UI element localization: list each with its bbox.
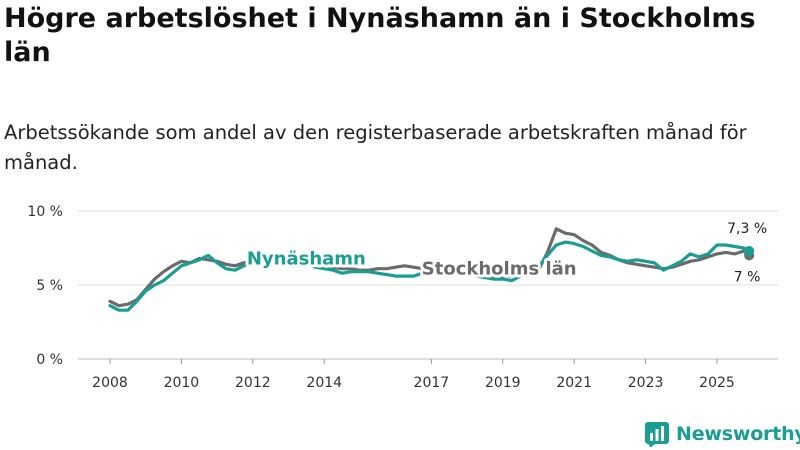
x-tick-label: 2008: [92, 375, 128, 391]
x-tick-label: 2025: [699, 375, 735, 391]
x-tick-label: 2017: [414, 375, 450, 391]
y-tick-label: 10 %: [27, 204, 63, 220]
y-tick-label: 5 %: [36, 278, 63, 294]
series-end-value-label: 7,3 %: [727, 221, 767, 237]
series-name-label: Nynäshamn: [247, 248, 366, 269]
series-labels: Nynäshamn Stockholms län 7 % 7,3 %: [244, 219, 769, 287]
newsworthy-logo-icon: [645, 422, 669, 447]
x-tick-label: 2023: [628, 375, 664, 391]
series-end-point: [744, 245, 755, 256]
line-chart: 0 % 5 % 10 % Nynäshamn Stockholms län 7 % 7,3…: [27, 204, 778, 391]
chart-subtitle: Arbetssökande som andel av den registerb…: [4, 121, 747, 174]
x-tick-label: 2021: [556, 375, 592, 391]
y-tick-label: 0 %: [36, 352, 63, 368]
series-line-nyn-shamn: [108, 240, 751, 312]
gridlines: 0 % 5 % 10 %: [27, 204, 778, 368]
series-lines: [108, 227, 755, 312]
x-axis: 2008 2010 2012 2014 2017 2019 2021 2023 2025: [92, 359, 735, 391]
x-tick-label: 2010: [164, 375, 200, 391]
x-tick-label: 2014: [306, 375, 342, 391]
series-name-label: Stockholms län: [422, 259, 577, 280]
brand-name: Newsworthy: [676, 423, 800, 445]
x-tick-label: 2019: [485, 375, 521, 391]
x-tick-label: 2012: [235, 375, 271, 391]
chart-title: Högre arbetslöshet i Nynäshamn än i Stoc…: [4, 3, 756, 68]
series-end-value-label: 7 %: [734, 269, 761, 285]
newsworthy-brand: Newsworthy: [644, 420, 800, 448]
